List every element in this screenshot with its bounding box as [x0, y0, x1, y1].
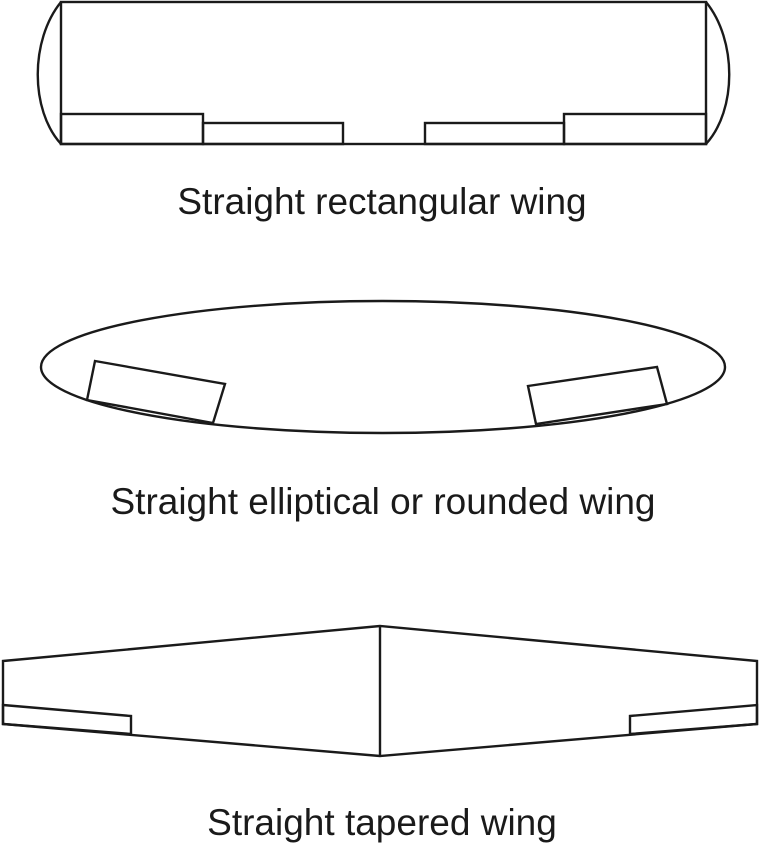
elliptical-wing-right-aileron: [526, 365, 669, 426]
elliptical-wing: [39, 299, 727, 435]
tapered-wing: [1, 624, 759, 758]
tapered-wing-left-aileron: [1, 703, 133, 736]
tapered-wing-right-aileron: [628, 703, 759, 736]
elliptical-wing-caption: Straight elliptical or rounded wing: [110, 481, 655, 522]
elliptical-wing-body: [39, 299, 727, 435]
rectangular-wing-caption: Straight rectangular wing: [177, 181, 586, 222]
rectangular-wing-left-flap: [201, 121, 345, 146]
rectangular-wing-right-flap: [423, 121, 566, 146]
rectangular-wing-left-tip: [36, 1, 62, 145]
rectangular-wing: [36, 0, 731, 146]
rectangular-wing-right-aileron: [562, 112, 708, 146]
elliptical-wing-left-aileron: [85, 359, 227, 425]
tapered-wing-caption: Straight tapered wing: [207, 802, 557, 843]
rectangular-wing-left-aileron: [59, 112, 205, 146]
rectangular-wing-right-tip: [705, 1, 731, 145]
rectangular-wing-body: [59, 0, 708, 146]
